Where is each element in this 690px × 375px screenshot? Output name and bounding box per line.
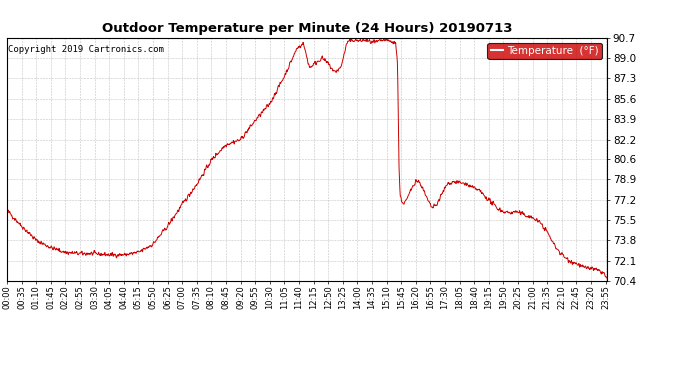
Legend: Temperature  (°F): Temperature (°F): [487, 43, 602, 59]
Title: Outdoor Temperature per Minute (24 Hours) 20190713: Outdoor Temperature per Minute (24 Hours…: [102, 22, 512, 35]
Text: Copyright 2019 Cartronics.com: Copyright 2019 Cartronics.com: [8, 45, 164, 54]
